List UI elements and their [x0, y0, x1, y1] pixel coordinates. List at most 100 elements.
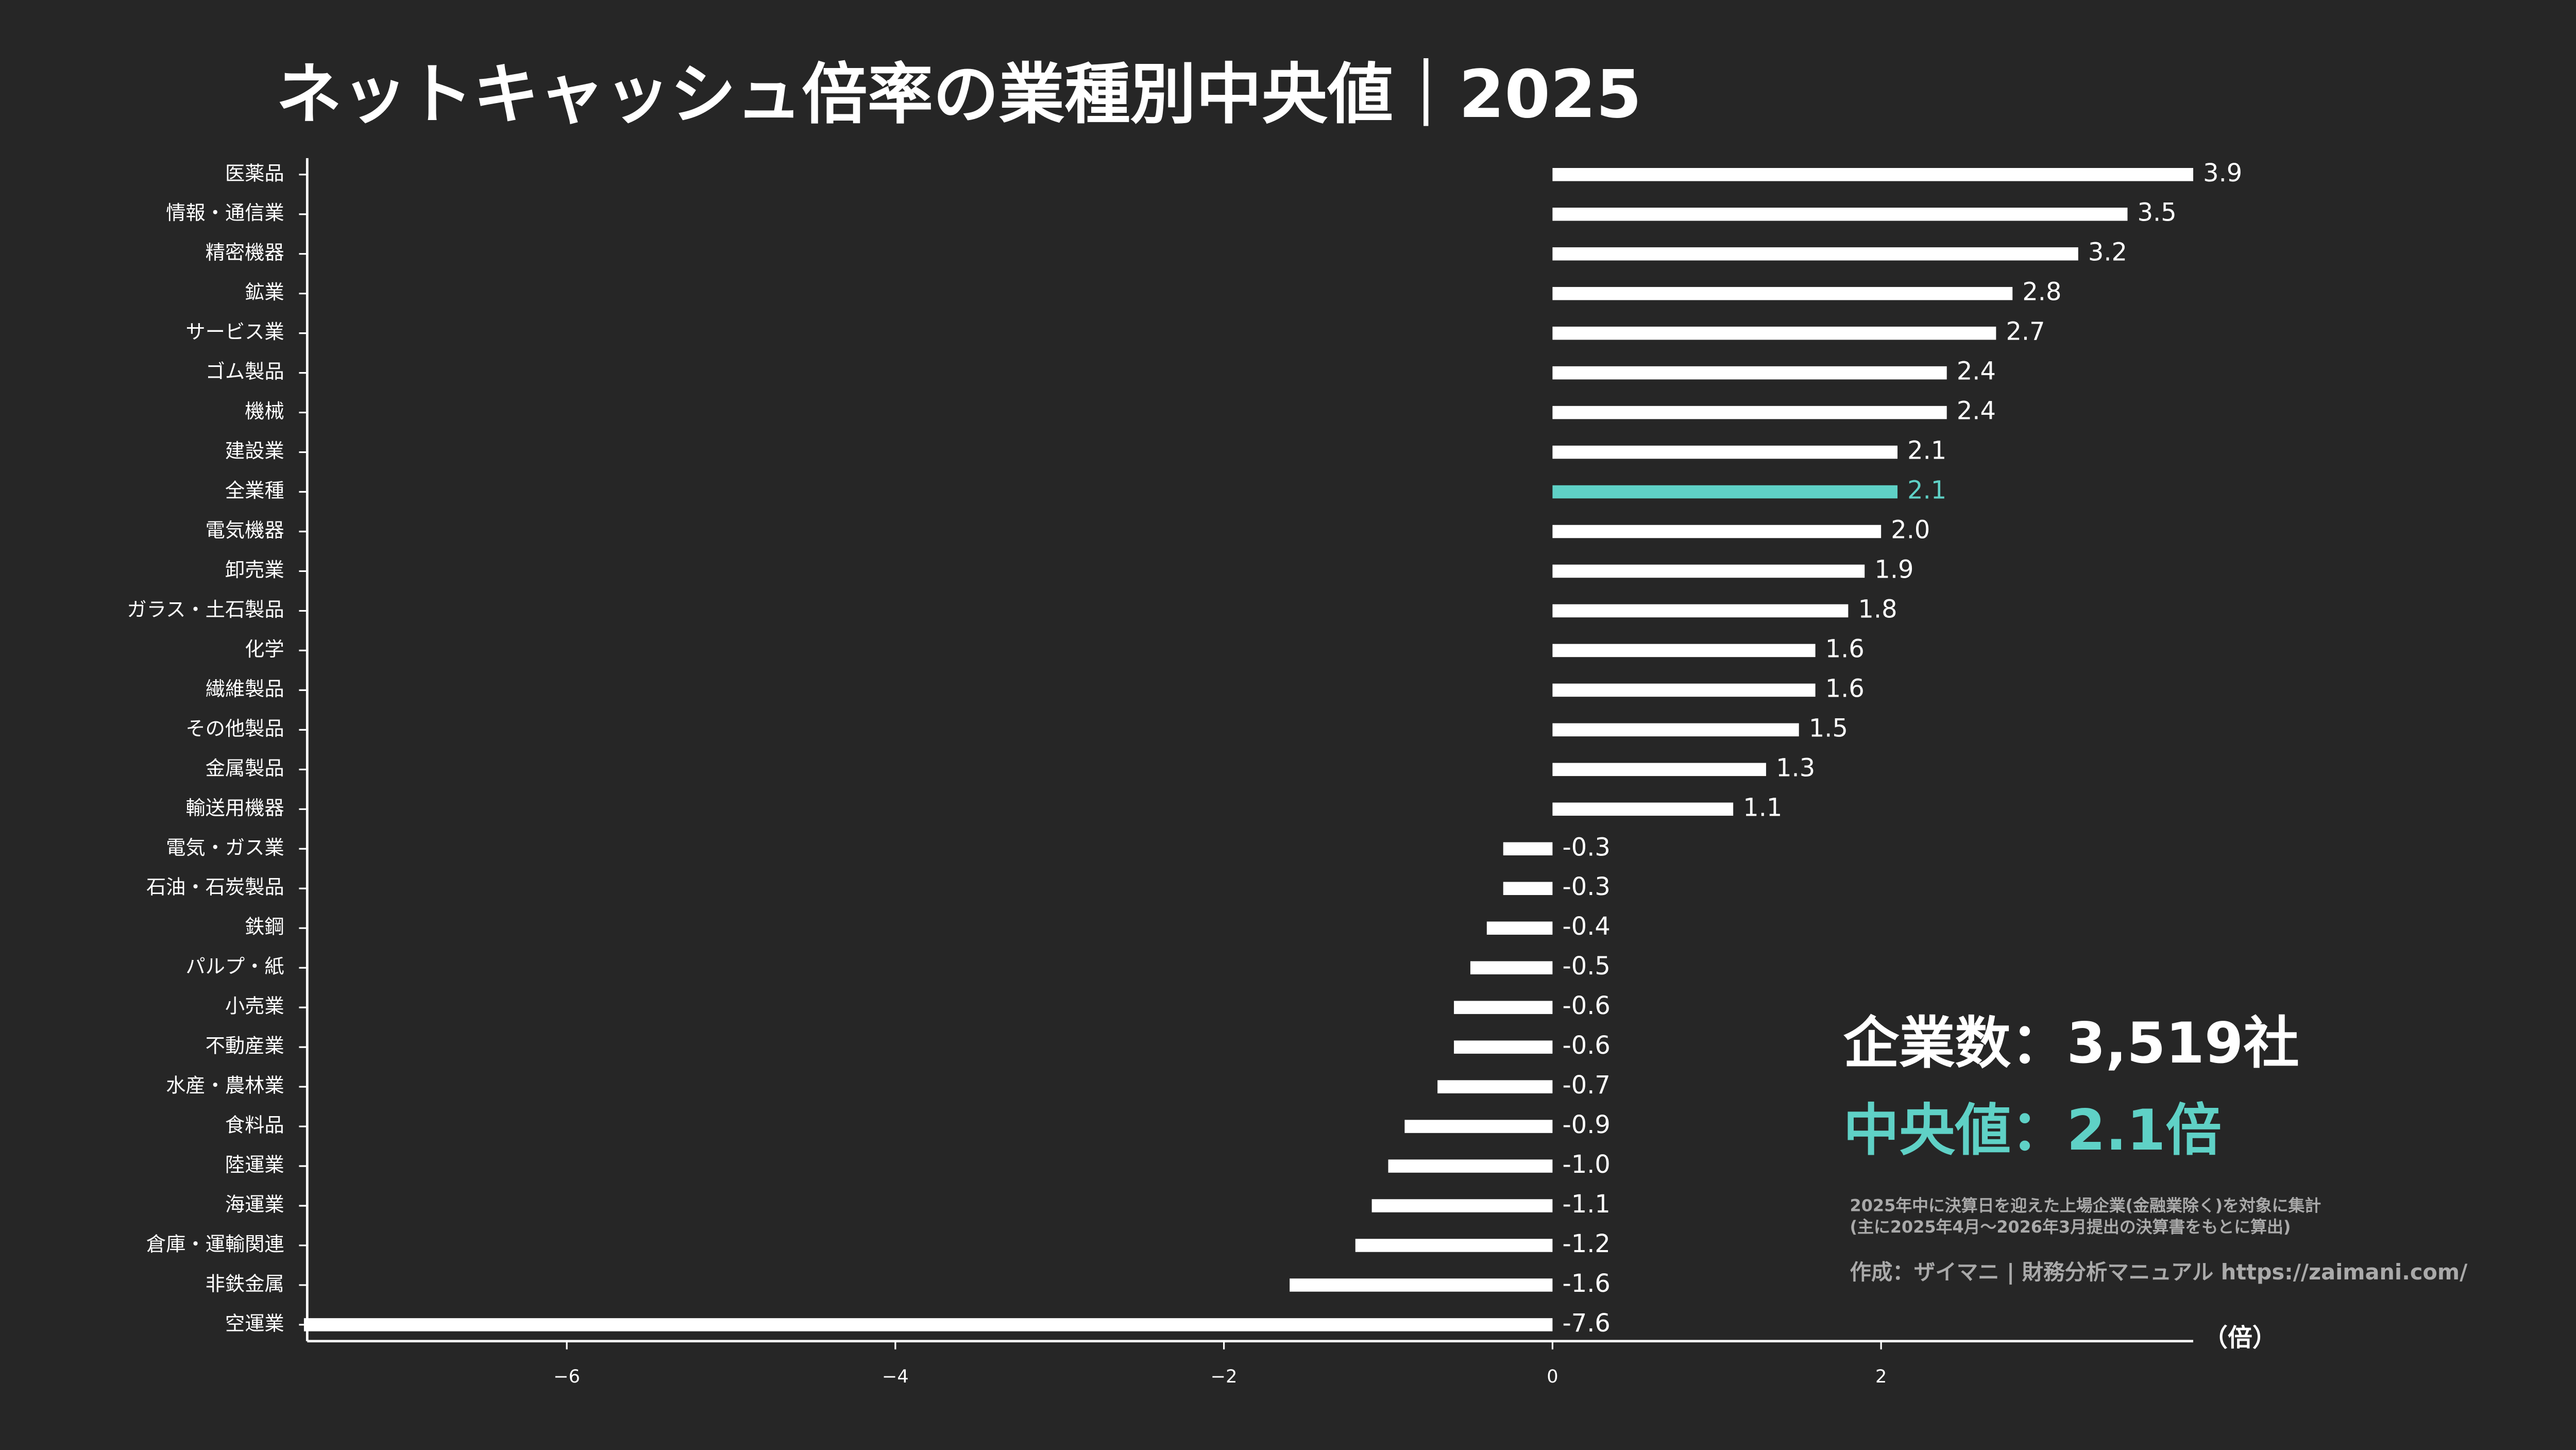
value-label: 2.7: [2006, 318, 2045, 346]
x-tick-label: 0: [1547, 1366, 1558, 1387]
bar: [1552, 723, 1799, 737]
y-tick-label: 情報・通信業: [166, 201, 284, 225]
y-tick-label: 鉄鋼: [245, 916, 284, 939]
value-label: 2.8: [2022, 278, 2061, 307]
bar: [1552, 445, 1898, 459]
note: (主に2025年4月〜2026年3月提出の決算書をもとに算出): [1850, 1217, 2291, 1237]
value-label: -1.0: [1563, 1151, 1611, 1179]
chart-title: ネットキャッシュ倍率の業種別中央値｜2025: [276, 57, 1642, 133]
y-tick-label: 空運業: [225, 1312, 284, 1335]
y-tick-label: 鉱業: [245, 281, 284, 304]
bar: [1437, 1080, 1553, 1093]
bar: [1503, 882, 1553, 895]
note: 2025年中に決算日を迎えた上場企業(金融業除く)を対象に集計: [1850, 1195, 2321, 1215]
bar: [1552, 644, 1816, 657]
value-label: 2.1: [1907, 437, 1946, 465]
x-tick-label: 2: [1875, 1366, 1887, 1387]
value-label: -0.6: [1563, 992, 1611, 1020]
y-tick-label: 陸運業: [225, 1154, 284, 1177]
value-label: -7.6: [1563, 1309, 1611, 1338]
y-tick-label: 金属製品: [206, 757, 284, 780]
y-tick-label: 機械: [245, 400, 284, 423]
company-count: 企業数：3,519社: [1843, 1010, 2299, 1076]
value-label: -0.4: [1563, 913, 1611, 941]
median-note: 中央値：2.1倍: [1843, 1098, 2222, 1163]
bar: [1552, 247, 2078, 261]
bar: [1552, 564, 1865, 578]
value-label: -1.1: [1563, 1190, 1611, 1219]
value-label: 2.0: [1891, 516, 1930, 544]
value-label: 1.6: [1825, 635, 1865, 663]
y-tick-label: サービス業: [185, 321, 284, 344]
value-label: 1.6: [1825, 675, 1865, 703]
bar: [1454, 1001, 1553, 1014]
y-tick-label: 石油・石炭製品: [146, 876, 284, 899]
y-tick-label: 建設業: [225, 440, 284, 463]
y-tick-label: 輸送用機器: [185, 797, 284, 820]
y-tick-label: 精密機器: [206, 241, 284, 264]
bar: [1404, 1120, 1553, 1133]
bar: [1552, 326, 1996, 340]
bar: [1552, 802, 1734, 816]
bar: [1388, 1159, 1553, 1173]
x-tick-label: −4: [882, 1366, 909, 1387]
value-label: 1.8: [1858, 595, 1897, 623]
y-tick-label: 食料品: [225, 1114, 284, 1137]
value-label: -0.6: [1563, 1032, 1611, 1060]
y-tick-label: 水産・農林業: [166, 1074, 284, 1098]
y-tick-label: 倉庫・運輸関連: [146, 1233, 284, 1256]
value-label: -0.9: [1563, 1111, 1611, 1139]
y-tick-label: ゴム製品: [206, 360, 284, 383]
value-label: 1.3: [1776, 754, 1815, 782]
bar: [1355, 1239, 1553, 1252]
value-label: 2.1: [1907, 477, 1946, 505]
bar: [303, 1318, 1553, 1331]
bar: [1552, 525, 1882, 538]
value-label: 3.2: [2088, 239, 2127, 267]
bar: [1552, 207, 2128, 221]
bar: [1552, 485, 1898, 499]
y-tick-label: 卸売業: [225, 559, 284, 582]
x-tick-label: −6: [553, 1366, 580, 1387]
y-tick-label: 繊維製品: [206, 678, 284, 701]
value-label: -1.2: [1563, 1230, 1611, 1258]
y-tick-label: 医薬品: [225, 162, 284, 185]
value-label: 1.9: [1874, 555, 1913, 584]
bar: [1470, 961, 1553, 974]
y-tick-label: ガラス・土石製品: [127, 598, 284, 621]
y-tick-label: その他製品: [185, 717, 284, 740]
value-label: 1.1: [1743, 794, 1782, 822]
bar: [1552, 604, 1849, 618]
y-tick-label: 電気・ガス業: [166, 836, 284, 859]
y-tick-label: 小売業: [225, 995, 284, 1018]
x-axis-unit: （倍）: [2203, 1324, 2277, 1353]
y-tick-label: 電気機器: [206, 519, 284, 542]
bar: [1552, 286, 2013, 300]
value-label: -0.3: [1563, 873, 1611, 901]
y-tick-label: 海運業: [225, 1193, 284, 1216]
bar: [1552, 366, 1947, 380]
y-tick-label: 全業種: [225, 479, 284, 502]
bar: [1552, 763, 1766, 777]
y-tick-label: 化学: [245, 638, 284, 661]
value-label: -0.7: [1563, 1071, 1611, 1100]
bar: [1552, 683, 1816, 697]
value-label: 3.5: [2138, 199, 2177, 227]
value-label: 2.4: [1957, 397, 1996, 426]
bar: [1486, 921, 1553, 935]
value-label: 2.4: [1957, 358, 1996, 386]
y-tick-label: 非鉄金属: [206, 1272, 284, 1295]
bar: [1503, 842, 1553, 856]
value-label: -0.5: [1563, 952, 1611, 981]
y-tick-label: パルプ・紙: [185, 955, 284, 979]
bar: [1552, 406, 1947, 419]
bar: [1371, 1199, 1553, 1212]
value-label: -0.3: [1563, 833, 1611, 862]
bar: [1290, 1278, 1553, 1292]
value-label: -1.6: [1563, 1270, 1611, 1298]
bar: [1454, 1040, 1553, 1054]
x-tick-label: −2: [1211, 1366, 1238, 1387]
bar: [1552, 168, 2194, 181]
